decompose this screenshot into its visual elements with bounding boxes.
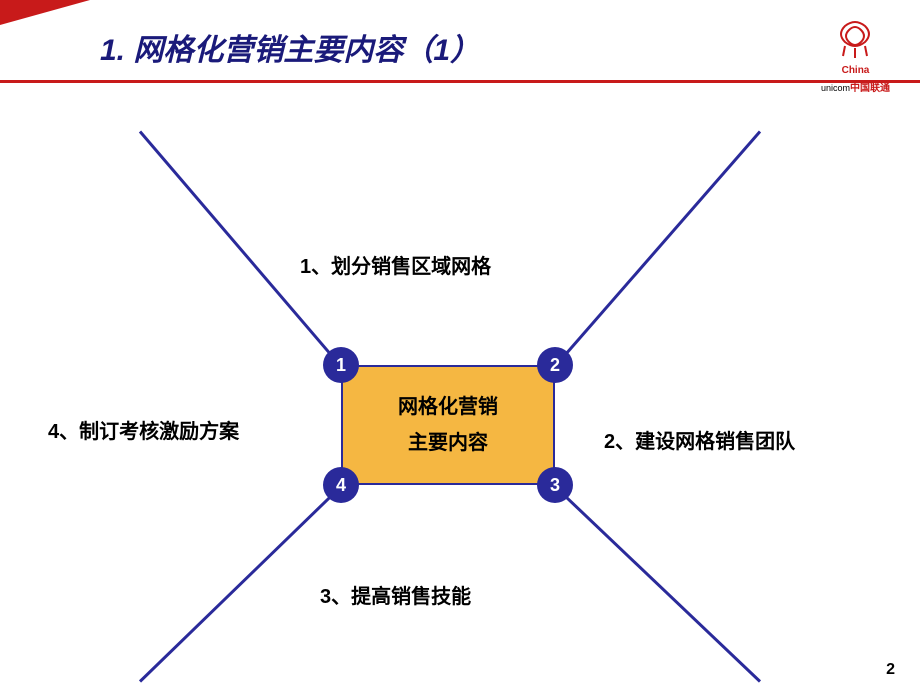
node-1: 1 [323,347,359,383]
page-title: 1. 网格化营销主要内容（1） [100,25,820,69]
logo-brand-en: China [842,65,870,76]
diagram: 网格化营销主要内容12341、划分销售区域网格2、建设网格销售团队3、提高销售技… [0,80,920,670]
logo-knot-icon [831,18,879,58]
diagonal-line [554,485,761,682]
diagonal-line [139,485,342,682]
label-2: 2、建设网格销售团队 [604,425,795,454]
diagonal-line [554,131,761,368]
node-4: 4 [323,467,359,503]
label-4: 4、制订考核激励方案 [48,415,239,444]
label-3: 3、提高销售技能 [320,580,471,609]
header: 1. 网格化营销主要内容（1） [0,25,920,69]
center-box: 网格化营销主要内容 [341,365,555,485]
node-2: 2 [537,347,573,383]
diagonal-line [139,131,342,368]
node-3: 3 [537,467,573,503]
center-box-line2: 主要内容 [408,425,488,461]
page-number: 2 [886,661,895,679]
label-1: 1、划分销售区域网格 [300,250,491,279]
center-box-line1: 网格化营销 [398,389,498,425]
corner-decoration [0,0,90,25]
